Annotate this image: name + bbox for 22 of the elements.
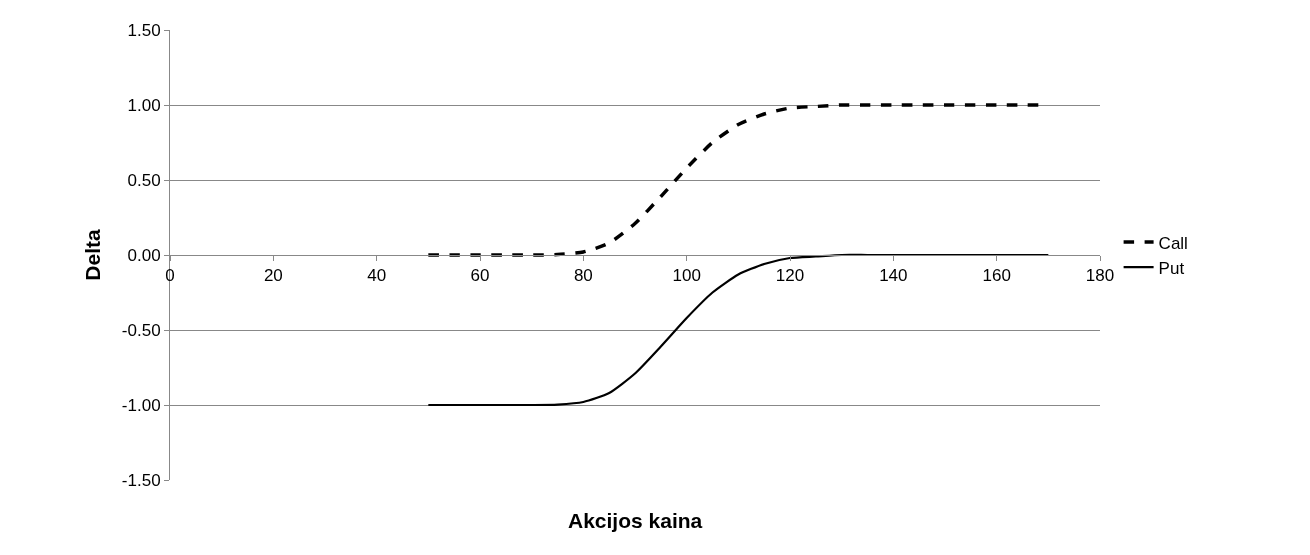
y-tick-label: 1.50 xyxy=(127,20,161,40)
x-tick-label: 180 xyxy=(1085,266,1115,286)
y-tick-label: -1.50 xyxy=(121,470,161,490)
y-axis-title: Delta xyxy=(81,229,104,281)
y-tick-label: 0.00 xyxy=(127,245,161,265)
x-tick-label: 100 xyxy=(672,266,701,286)
x-tick-label: 80 xyxy=(573,266,593,286)
x-tick-label: 120 xyxy=(775,266,805,286)
y-tick-label: -0.50 xyxy=(121,320,161,340)
line-series xyxy=(427,253,1050,407)
x-axis-title: Akcijos kaina xyxy=(568,509,703,532)
x-tick-label: 40 xyxy=(367,266,387,286)
legend-label: Put xyxy=(1158,258,1185,278)
y-tick-label: -1.00 xyxy=(121,395,161,415)
x-tick-label: 160 xyxy=(982,266,1011,286)
y-tick-label: 0.50 xyxy=(127,170,161,190)
y-tick-label: 1.00 xyxy=(127,95,161,115)
x-tick-label: 20 xyxy=(263,266,283,286)
x-tick-label: 0 xyxy=(165,266,175,286)
x-tick-label: 140 xyxy=(879,266,908,286)
legend-label: Call xyxy=(1158,233,1188,253)
x-tick-label: 60 xyxy=(470,266,490,286)
